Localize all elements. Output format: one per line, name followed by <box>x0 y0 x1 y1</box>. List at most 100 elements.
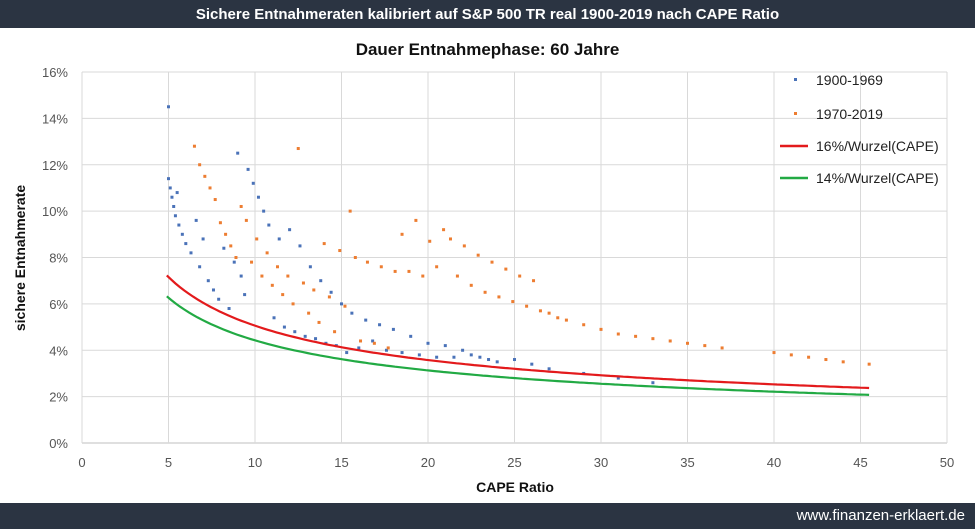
legend: 1900-1969 1970-2019 16%/Wurzel(CAPE) 14%/Wu… <box>780 72 939 186</box>
data-point <box>251 181 255 185</box>
data-point <box>564 318 568 322</box>
data-point <box>308 265 312 269</box>
data-point <box>282 325 286 329</box>
data-point <box>255 237 259 241</box>
data-point <box>322 242 326 246</box>
data-point <box>232 260 236 264</box>
data-point <box>547 311 551 315</box>
x-tick-label: 20 <box>421 455 435 470</box>
data-point <box>490 260 494 264</box>
data-point <box>442 228 446 232</box>
data-point <box>206 279 210 283</box>
data-point <box>353 256 357 259</box>
x-tick-label: 30 <box>594 455 608 470</box>
plot-area <box>166 105 871 396</box>
data-point <box>435 355 439 359</box>
data-point <box>720 346 724 350</box>
data-point <box>312 288 316 292</box>
data-point <box>192 144 196 148</box>
data-point <box>504 267 508 271</box>
data-point <box>409 334 413 338</box>
data-point <box>365 260 369 264</box>
data-point <box>452 355 456 359</box>
data-point <box>303 334 307 338</box>
data-point <box>483 290 487 294</box>
data-point <box>497 295 501 299</box>
data-point <box>357 346 361 350</box>
data-point <box>213 198 217 202</box>
data-point <box>448 237 452 241</box>
data-point <box>256 195 260 199</box>
data-point <box>386 346 390 350</box>
data-point <box>371 339 375 343</box>
y-tick-label: 8% <box>49 251 68 266</box>
x-tick-label: 40 <box>767 455 781 470</box>
data-point <box>703 344 707 348</box>
data-point <box>487 358 491 362</box>
data-point <box>236 151 240 155</box>
data-point <box>867 362 871 366</box>
data-point <box>538 309 542 313</box>
data-point <box>172 204 176 208</box>
footer-url[interactable]: www.finanzen-erklaert.de <box>796 507 965 524</box>
data-point <box>824 358 828 362</box>
data-point <box>582 323 586 327</box>
data-point <box>391 327 395 331</box>
data-point <box>314 337 318 341</box>
y-tick-label: 12% <box>42 158 68 173</box>
data-point <box>250 260 254 264</box>
data-point <box>495 360 499 364</box>
data-point <box>616 376 620 380</box>
legend-label: 16%/Wurzel(CAPE) <box>816 138 939 154</box>
data-point <box>239 204 243 208</box>
data-point <box>807 355 811 359</box>
data-point <box>317 320 321 324</box>
data-point <box>288 228 292 232</box>
data-point <box>462 244 466 248</box>
data-point <box>651 381 655 385</box>
data-point <box>234 256 238 259</box>
data-point <box>262 209 266 213</box>
legend-label: 14%/Wurzel(CAPE) <box>816 170 939 186</box>
data-point <box>461 348 465 352</box>
data-point <box>329 290 333 294</box>
data-point <box>184 242 188 246</box>
x-tick-label: 25 <box>507 455 521 470</box>
data-point <box>359 339 363 343</box>
data-point <box>343 304 347 308</box>
x-tick-label: 5 <box>165 455 172 470</box>
data-point <box>435 265 439 269</box>
data-point <box>170 195 174 199</box>
data-point <box>239 274 243 278</box>
data-point <box>319 279 323 283</box>
data-point <box>372 341 376 345</box>
data-point <box>260 274 264 278</box>
data-point <box>400 232 404 236</box>
legend-item: 14%/Wurzel(CAPE) <box>780 170 939 186</box>
data-point <box>407 269 411 273</box>
data-point <box>229 244 233 248</box>
data-point <box>421 274 425 278</box>
data-point <box>428 239 432 243</box>
data-point <box>455 274 459 278</box>
data-point <box>333 330 337 334</box>
data-point <box>243 293 247 297</box>
data-point <box>532 279 536 283</box>
legend-item: 16%/Wurzel(CAPE) <box>780 138 939 154</box>
data-point <box>167 105 170 109</box>
legend-marker <box>794 78 797 81</box>
data-point <box>281 293 285 297</box>
data-point <box>789 353 793 357</box>
y-tick-label: 0% <box>49 436 68 451</box>
data-point <box>393 269 397 273</box>
data-point <box>530 362 534 366</box>
data-point <box>478 355 482 359</box>
data-point <box>224 232 228 236</box>
data-point <box>556 316 560 320</box>
data-point <box>177 223 181 227</box>
data-point <box>194 218 198 222</box>
data-point <box>275 265 279 269</box>
data-point <box>443 344 447 348</box>
x-tick-label: 0 <box>78 455 85 470</box>
